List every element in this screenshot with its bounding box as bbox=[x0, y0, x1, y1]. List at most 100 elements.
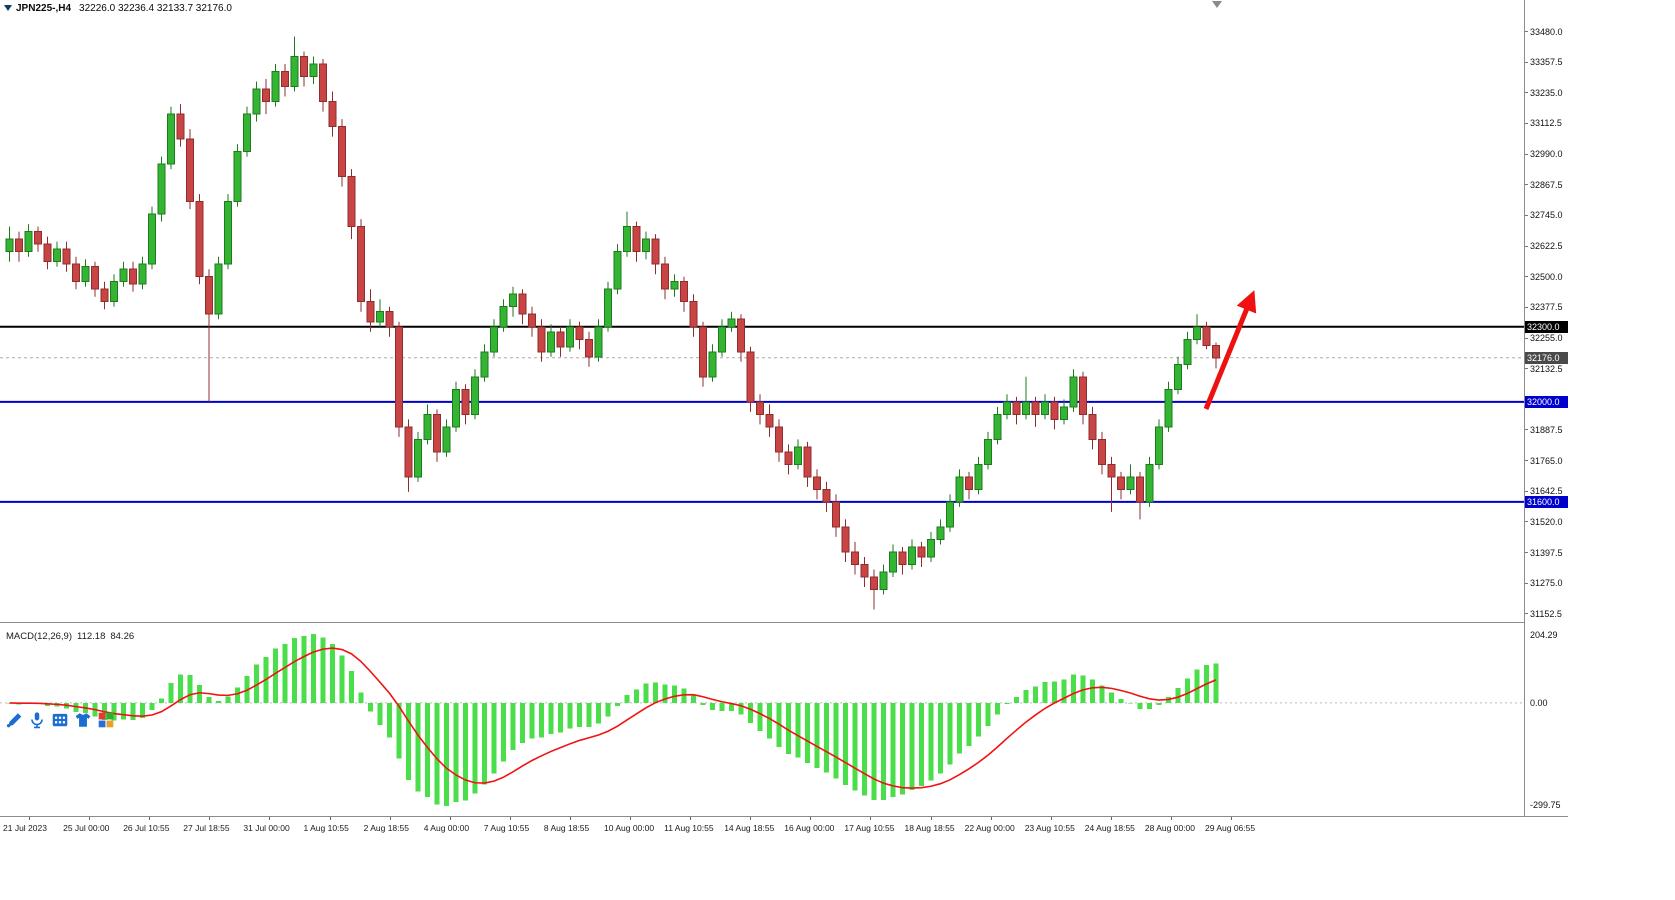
tshirt-icon[interactable] bbox=[74, 711, 92, 729]
price-axis-label: 32500.0 bbox=[1530, 271, 1563, 282]
time-axis-tick bbox=[569, 817, 571, 820]
price-axis-label: 31152.5 bbox=[1530, 608, 1562, 619]
time-axis-tick bbox=[209, 817, 211, 820]
macd-axis-label: 0.00 bbox=[1530, 697, 1548, 708]
price-axis-label: 32255.0 bbox=[1530, 333, 1563, 343]
time-axis-tick bbox=[1110, 817, 1112, 820]
time-axis-label: 7 Aug 10:55 bbox=[483, 823, 530, 833]
macd-signal-line bbox=[9, 647, 1217, 789]
price-axis-label: 32377.5 bbox=[1530, 302, 1563, 313]
time-axis-label: 23 Aug 10:55 bbox=[1024, 823, 1075, 833]
time-axis-tick bbox=[509, 817, 511, 820]
price-axis-label: 31765.0 bbox=[1530, 455, 1563, 466]
time-axis-tick bbox=[89, 817, 91, 820]
time-axis-label: 21 Jul 2023 bbox=[3, 823, 47, 833]
time-axis-tick bbox=[29, 817, 30, 820]
price-axis-tick bbox=[1525, 122, 1528, 124]
price-axis-label: 32990.0 bbox=[1530, 149, 1563, 160]
panel-separator[interactable] bbox=[0, 622, 1568, 623]
price-chart-panel[interactable] bbox=[0, 0, 1524, 622]
time-axis-label: 17 Aug 10:55 bbox=[844, 823, 895, 833]
macd-name: MACD(12,26,9) bbox=[6, 631, 72, 642]
price-axis-tick bbox=[1525, 31, 1528, 32]
chart-shift-icon[interactable] bbox=[1212, 1, 1222, 8]
macd-signal-value: 84.26 bbox=[110, 631, 135, 642]
price-axis-label: 33357.5 bbox=[1530, 57, 1563, 68]
macd-axis-label: 204.29 bbox=[1530, 630, 1558, 640]
time-axis-label: 4 Aug 00:00 bbox=[423, 823, 470, 833]
ohlc-readout: 32226.0 32236.4 32133.7 32176.0 bbox=[79, 3, 232, 14]
time-axis-label: 10 Aug 00:00 bbox=[604, 823, 655, 833]
time-axis-tick bbox=[1231, 817, 1232, 820]
price-axis-tick bbox=[1525, 276, 1528, 278]
symbol-title: JPN225-,H4 bbox=[16, 3, 72, 14]
time-axis-label: 16 Aug 00:00 bbox=[784, 823, 835, 833]
price-axis-tick bbox=[1525, 521, 1528, 523]
trend-arrow[interactable] bbox=[1203, 290, 1257, 410]
price-axis-tick bbox=[1525, 306, 1528, 308]
price-scale-axis[interactable]: 33480.0 33357.5 33235.0 33112.5 32990.0 32867… bbox=[1524, 0, 1569, 816]
price-axis-tick bbox=[1525, 582, 1528, 584]
apps-grid-icon[interactable] bbox=[97, 711, 115, 729]
price-axis-label: 31275.0 bbox=[1530, 578, 1563, 589]
time-axis-tick bbox=[870, 817, 872, 820]
time-axis-label: 8 Aug 18:55 bbox=[543, 823, 590, 833]
price-axis-tick bbox=[1525, 368, 1528, 370]
price-axis-tick bbox=[1525, 460, 1528, 462]
time-axis-tick bbox=[930, 817, 932, 820]
price-axis-tick bbox=[1525, 61, 1528, 63]
time-scale-axis[interactable]: 21 Jul 2023 25 Jul 00:00 26 Jul 10:55 27 Ju… bbox=[0, 816, 1568, 841]
price-marker-32000: 32000.0 bbox=[1525, 395, 1568, 408]
time-axis-label: 14 Aug 18:55 bbox=[724, 823, 775, 833]
price-axis-label: 33480.0 bbox=[1530, 26, 1563, 37]
macd-indicator-panel[interactable] bbox=[0, 628, 1524, 812]
time-axis-tick bbox=[449, 817, 451, 820]
microphone-icon[interactable] bbox=[28, 711, 46, 729]
price-marker-32176: 32176.0 bbox=[1525, 351, 1568, 364]
time-axis-label: 28 Aug 00:00 bbox=[1144, 823, 1195, 833]
price-axis-label: 33235.0 bbox=[1530, 87, 1563, 98]
symbol-dropdown-icon[interactable] bbox=[4, 5, 12, 12]
price-axis-label: 31887.5 bbox=[1530, 424, 1563, 435]
macd-histogram bbox=[7, 634, 1219, 806]
time-axis-tick bbox=[810, 817, 812, 820]
price-axis-tick bbox=[1525, 153, 1528, 155]
time-axis-tick bbox=[269, 817, 271, 820]
macd-main-value: 112.18 bbox=[77, 631, 106, 642]
pen-icon[interactable] bbox=[5, 711, 23, 729]
macd-indicator-label: MACD(12,26,9) 112.18 84.26 bbox=[6, 631, 134, 642]
price-marker-32300: 32300.0 bbox=[1525, 320, 1568, 333]
time-axis-tick bbox=[690, 817, 692, 820]
time-axis-tick bbox=[329, 817, 331, 820]
time-axis-tick bbox=[990, 817, 992, 820]
time-axis-label: 31 Jul 00:00 bbox=[243, 823, 290, 833]
time-axis-tick bbox=[389, 817, 391, 820]
calendar-icon[interactable] bbox=[51, 711, 69, 729]
price-axis-label: 31642.5 bbox=[1530, 486, 1563, 497]
time-axis-tick bbox=[630, 817, 631, 820]
price-axis-label: 31397.5 bbox=[1530, 547, 1563, 558]
time-axis-label: 24 Aug 18:55 bbox=[1084, 823, 1135, 833]
price-axis-label: 32745.0 bbox=[1530, 210, 1563, 221]
time-axis-label: 27 Jul 18:55 bbox=[183, 823, 230, 833]
price-axis-tick bbox=[1525, 92, 1528, 94]
time-axis-tick bbox=[149, 817, 151, 820]
quick-toolbar bbox=[5, 711, 115, 729]
price-axis-tick bbox=[1525, 613, 1528, 615]
time-axis-tick bbox=[1050, 817, 1052, 820]
price-axis-label: 32867.5 bbox=[1530, 179, 1563, 190]
time-axis-label: 25 Jul 00:00 bbox=[63, 823, 110, 833]
price-axis-tick bbox=[1525, 184, 1528, 186]
price-axis-tick bbox=[1525, 490, 1528, 492]
time-axis-tick bbox=[1170, 817, 1172, 820]
time-axis-label: 22 Aug 00:00 bbox=[964, 823, 1015, 833]
price-axis-label: 32132.5 bbox=[1530, 363, 1563, 374]
price-axis-label: 33112.5 bbox=[1530, 118, 1562, 129]
time-axis-label: 1 Aug 10:55 bbox=[303, 823, 349, 833]
time-axis-label: 26 Jul 10:55 bbox=[123, 823, 170, 833]
time-axis-label: 29 Aug 06:55 bbox=[1205, 823, 1256, 833]
price-axis-label: 31520.0 bbox=[1530, 516, 1563, 527]
symbol-header: JPN225-,H4 32226.0 32236.4 32133.7 32176.… bbox=[4, 3, 232, 14]
price-marker-31600: 31600.0 bbox=[1525, 495, 1568, 508]
candlestick-series bbox=[5, 36, 1220, 610]
